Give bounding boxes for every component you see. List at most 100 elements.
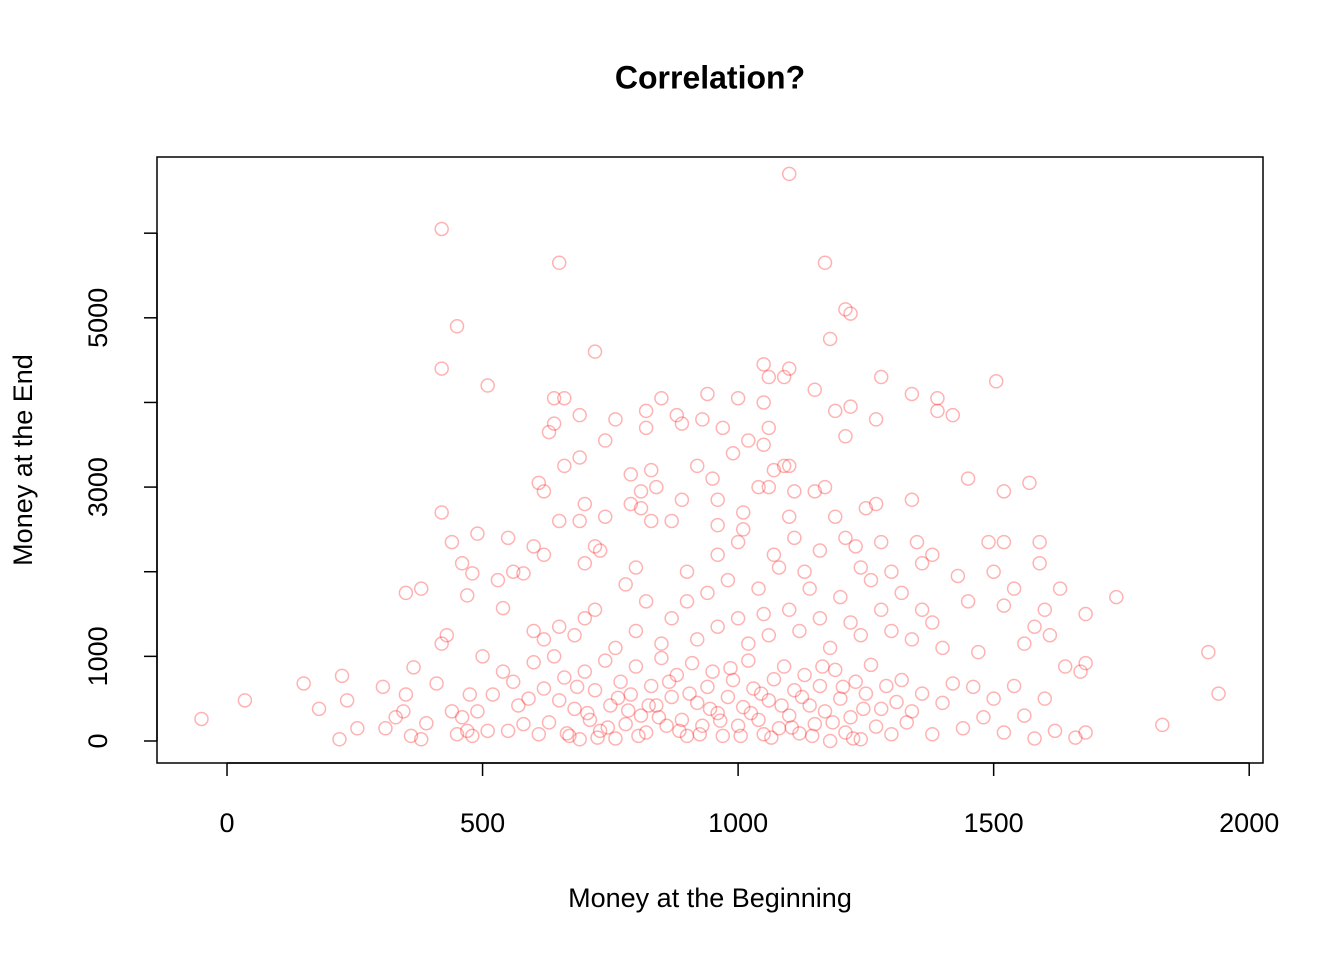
point <box>981 534 996 550</box>
point <box>582 712 598 728</box>
point <box>848 674 863 689</box>
point <box>536 547 552 563</box>
point <box>1037 691 1053 706</box>
point <box>702 701 718 717</box>
point <box>1017 636 1032 651</box>
point <box>710 517 725 533</box>
point <box>781 361 797 376</box>
point <box>868 412 884 427</box>
point <box>577 496 593 512</box>
point <box>986 564 1001 579</box>
point <box>986 691 1001 706</box>
point <box>572 732 587 747</box>
point <box>761 693 777 708</box>
point <box>643 513 659 529</box>
point <box>741 636 756 651</box>
point <box>1042 627 1058 643</box>
point <box>771 721 787 736</box>
point <box>756 395 771 410</box>
point <box>618 577 633 592</box>
point <box>505 564 521 579</box>
point <box>960 594 976 609</box>
point <box>756 606 771 622</box>
point <box>807 716 823 732</box>
point <box>664 611 679 626</box>
point <box>705 471 720 486</box>
point <box>771 560 787 575</box>
point <box>1017 708 1032 723</box>
point <box>603 698 618 713</box>
point <box>679 728 695 744</box>
point <box>884 726 899 742</box>
point <box>1037 602 1053 618</box>
point <box>378 721 393 736</box>
point <box>531 726 547 742</box>
point <box>710 547 725 563</box>
point <box>764 730 779 745</box>
point <box>638 420 654 436</box>
point <box>971 644 986 660</box>
chart-title: Correlation? <box>615 59 805 95</box>
point <box>541 424 557 440</box>
point <box>569 679 585 695</box>
point <box>669 407 685 423</box>
point <box>296 676 311 691</box>
point <box>1052 581 1068 596</box>
point <box>572 513 587 529</box>
point <box>413 732 429 747</box>
point <box>580 705 595 721</box>
point <box>332 732 347 747</box>
point <box>730 534 746 550</box>
point <box>873 602 889 618</box>
point <box>664 513 679 529</box>
point <box>930 390 945 406</box>
point <box>590 730 605 745</box>
point <box>633 500 649 516</box>
point <box>339 693 355 708</box>
point <box>638 725 654 740</box>
point <box>572 407 587 423</box>
point <box>592 543 608 558</box>
point <box>787 682 802 698</box>
point <box>909 534 925 550</box>
point <box>661 674 677 689</box>
point <box>835 679 851 695</box>
y-axis-label: Money at the End <box>8 354 38 566</box>
point <box>1057 659 1073 674</box>
point <box>807 382 823 398</box>
point <box>526 655 541 670</box>
point <box>664 689 679 705</box>
point <box>1073 664 1088 679</box>
point <box>470 526 485 541</box>
point <box>725 672 741 688</box>
y-tick-label: 1000 <box>83 626 113 686</box>
point <box>863 572 879 588</box>
point <box>822 331 838 347</box>
point <box>700 679 715 695</box>
y-tick-label: 3000 <box>83 457 113 517</box>
point <box>996 484 1012 499</box>
point <box>815 659 830 674</box>
point <box>856 701 871 717</box>
point <box>459 588 475 603</box>
point <box>587 682 603 698</box>
point <box>1078 725 1093 740</box>
point <box>1211 686 1226 701</box>
point <box>511 698 526 713</box>
point <box>1032 534 1047 550</box>
point <box>827 403 843 419</box>
point <box>403 728 419 744</box>
point <box>751 581 766 596</box>
point <box>643 462 659 478</box>
point <box>1078 606 1093 622</box>
point <box>695 718 710 734</box>
point <box>465 566 480 581</box>
point <box>988 374 1004 389</box>
point <box>712 713 728 728</box>
point <box>1068 730 1083 745</box>
point <box>853 560 869 575</box>
point <box>904 704 920 719</box>
point <box>500 530 516 546</box>
point <box>723 660 738 676</box>
